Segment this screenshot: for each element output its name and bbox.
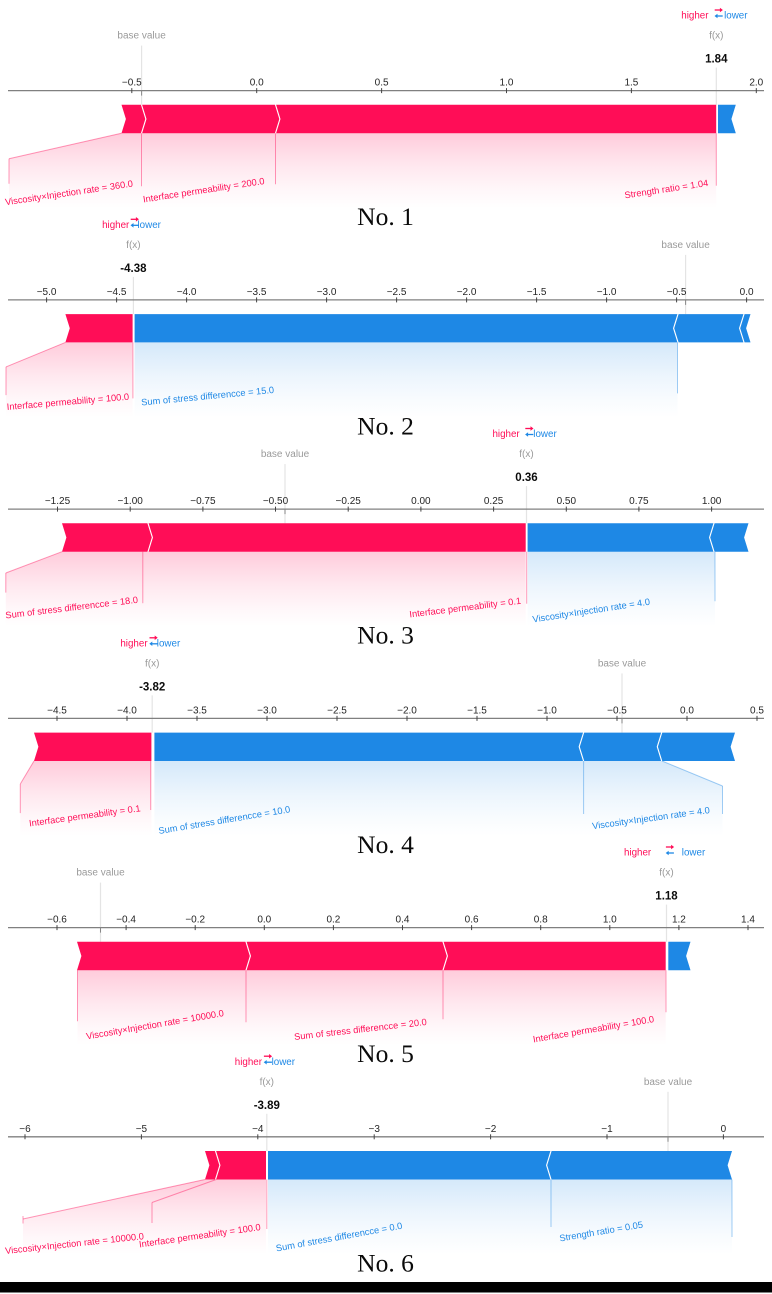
svg-text:1.0: 1.0 [603,915,617,926]
svg-text:lower: lower [682,848,706,859]
svg-text:−0.5: −0.5 [667,287,687,298]
svg-text:−2.0: −2.0 [397,705,417,716]
svg-text:−4.5: −4.5 [107,287,127,298]
svg-text:-3.82: -3.82 [139,681,165,693]
svg-text:-3.89: -3.89 [254,1100,280,1112]
svg-text:f(x): f(x) [519,449,533,460]
svg-text:No. 2: No. 2 [357,411,414,440]
svg-text:0.0: 0.0 [250,78,264,89]
svg-text:0.0: 0.0 [257,915,271,926]
svg-text:−0.25: −0.25 [336,496,362,507]
svg-text:−1.5: −1.5 [527,287,547,298]
svg-text:−0.4: −0.4 [116,915,136,926]
svg-text:higher: higher [102,220,130,231]
svg-text:0.5: 0.5 [375,78,389,89]
svg-text:0.75: 0.75 [629,496,649,507]
svg-text:No. 4: No. 4 [357,830,414,859]
svg-text:0.0: 0.0 [740,287,754,298]
svg-text:1.18: 1.18 [655,891,678,903]
svg-text:f(x): f(x) [260,1077,274,1088]
svg-text:−5: −5 [136,1124,148,1135]
svg-text:−5.0: −5.0 [37,287,57,298]
svg-text:No. 3: No. 3 [357,621,414,650]
svg-text:−0.75: −0.75 [190,496,216,507]
svg-text:-4.38: -4.38 [120,263,147,275]
svg-text:−6: −6 [19,1124,31,1135]
svg-text:0.6: 0.6 [465,915,479,926]
svg-text:base value: base value [598,658,647,669]
svg-text:0.5: 0.5 [750,705,764,716]
svg-text:−1.0: −1.0 [597,287,617,298]
svg-text:−4: −4 [252,1124,264,1135]
svg-text:0.2: 0.2 [326,915,340,926]
svg-text:−1.5: −1.5 [467,705,487,716]
svg-text:0.00: 0.00 [411,496,431,507]
svg-text:lower: lower [724,11,748,22]
svg-text:base value: base value [661,240,710,251]
svg-text:No. 5: No. 5 [357,1039,414,1068]
svg-text:−2: −2 [485,1124,497,1135]
svg-text:0.4: 0.4 [396,915,410,926]
svg-text:higher: higher [235,1057,263,1068]
svg-text:base value: base value [261,449,310,460]
svg-text:0.8: 0.8 [534,915,548,926]
svg-text:−0.2: −0.2 [185,915,205,926]
svg-text:1.84: 1.84 [705,54,728,66]
svg-text:f(x): f(x) [145,658,159,669]
svg-text:No. 1: No. 1 [357,202,414,231]
svg-text:0.50: 0.50 [557,496,577,507]
svg-text:−1.0: −1.0 [537,705,557,716]
svg-text:−4.0: −4.0 [177,287,197,298]
svg-text:1.4: 1.4 [741,915,755,926]
svg-text:−1.25: −1.25 [45,496,71,507]
svg-text:−3.5: −3.5 [247,287,267,298]
svg-text:−2.5: −2.5 [387,287,407,298]
svg-text:−1: −1 [601,1124,613,1135]
svg-text:−3.5: −3.5 [187,705,207,716]
svg-text:higher: higher [120,638,148,649]
svg-text:−3.0: −3.0 [317,287,337,298]
svg-text:higher: higher [681,11,709,22]
svg-text:f(x): f(x) [659,868,673,879]
svg-text:f(x): f(x) [126,240,140,251]
svg-text:−2.5: −2.5 [327,705,347,716]
svg-text:0.0: 0.0 [680,705,694,716]
svg-text:−0.5: −0.5 [122,78,142,89]
svg-text:0.25: 0.25 [484,496,504,507]
svg-text:0.36: 0.36 [515,472,537,484]
svg-text:lower: lower [157,638,181,649]
svg-text:lower: lower [272,1057,296,1068]
svg-text:−0.6: −0.6 [47,915,67,926]
svg-text:−3: −3 [368,1124,380,1135]
svg-text:lower: lower [138,220,162,231]
svg-text:base value: base value [76,868,125,879]
svg-text:1.00: 1.00 [702,496,722,507]
svg-text:base value: base value [644,1077,693,1088]
svg-text:−1.00: −1.00 [118,496,144,507]
svg-text:2.0: 2.0 [749,78,763,89]
svg-text:f(x): f(x) [709,31,723,42]
svg-text:−0.5: −0.5 [607,705,627,716]
svg-text:0: 0 [721,1124,727,1135]
svg-text:1.2: 1.2 [672,915,686,926]
svg-text:−4.0: −4.0 [117,705,137,716]
svg-text:−3.0: −3.0 [257,705,277,716]
svg-text:1.5: 1.5 [624,78,638,89]
svg-text:−2.0: −2.0 [457,287,477,298]
svg-text:lower: lower [533,429,557,440]
svg-text:1.0: 1.0 [500,78,514,89]
svg-text:higher: higher [492,429,520,440]
svg-text:No. 6: No. 6 [357,1248,414,1277]
svg-text:−4.5: −4.5 [47,705,67,716]
svg-text:base value: base value [117,31,166,42]
svg-text:higher: higher [624,848,652,859]
svg-text:−0.50: −0.50 [263,496,289,507]
